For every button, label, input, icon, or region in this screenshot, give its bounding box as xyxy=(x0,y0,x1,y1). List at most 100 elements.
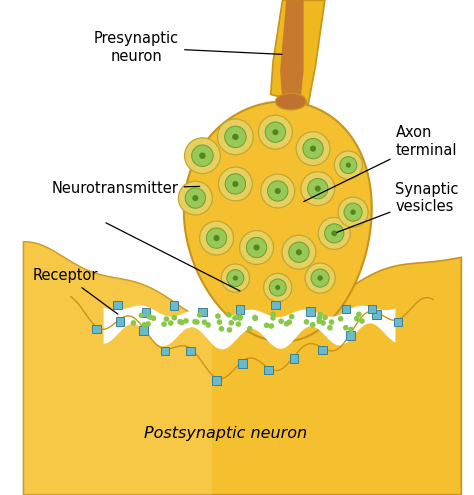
Circle shape xyxy=(247,326,253,332)
Circle shape xyxy=(215,313,221,319)
Circle shape xyxy=(268,323,274,329)
Circle shape xyxy=(232,134,238,140)
Circle shape xyxy=(246,237,267,258)
Circle shape xyxy=(348,327,354,332)
Circle shape xyxy=(331,231,337,236)
Circle shape xyxy=(227,270,244,287)
Circle shape xyxy=(308,179,328,199)
Polygon shape xyxy=(280,0,304,104)
Bar xyxy=(290,354,299,363)
Bar xyxy=(170,301,178,309)
Circle shape xyxy=(296,249,302,255)
Circle shape xyxy=(184,138,220,174)
Circle shape xyxy=(325,224,344,243)
Circle shape xyxy=(310,146,316,151)
Circle shape xyxy=(286,319,292,325)
Circle shape xyxy=(232,181,238,187)
Circle shape xyxy=(340,156,357,174)
Circle shape xyxy=(164,316,169,322)
Circle shape xyxy=(338,197,368,227)
Circle shape xyxy=(305,263,335,293)
Circle shape xyxy=(226,312,232,318)
Circle shape xyxy=(344,203,362,221)
Circle shape xyxy=(356,311,362,317)
Circle shape xyxy=(201,319,207,325)
Circle shape xyxy=(296,132,330,166)
Circle shape xyxy=(228,320,234,326)
Bar xyxy=(346,331,355,340)
Circle shape xyxy=(218,119,253,155)
Circle shape xyxy=(236,321,241,327)
Circle shape xyxy=(168,320,173,326)
Circle shape xyxy=(343,325,348,331)
Text: Presynaptic
neuron: Presynaptic neuron xyxy=(94,31,282,64)
Circle shape xyxy=(261,174,295,208)
Polygon shape xyxy=(271,0,325,104)
Bar xyxy=(271,301,280,309)
Circle shape xyxy=(317,315,322,321)
Bar xyxy=(238,359,246,368)
Circle shape xyxy=(275,188,281,194)
Bar xyxy=(373,310,381,319)
Circle shape xyxy=(177,319,183,325)
Circle shape xyxy=(205,322,211,328)
Circle shape xyxy=(318,275,323,281)
Circle shape xyxy=(240,231,273,264)
Bar xyxy=(236,305,244,314)
Circle shape xyxy=(227,327,232,333)
Circle shape xyxy=(235,314,240,320)
Circle shape xyxy=(304,319,309,325)
Circle shape xyxy=(172,315,177,320)
Circle shape xyxy=(328,319,334,325)
Circle shape xyxy=(265,122,285,143)
Text: Axon
terminal: Axon terminal xyxy=(304,125,457,201)
Circle shape xyxy=(310,322,316,328)
Circle shape xyxy=(273,129,278,135)
Circle shape xyxy=(221,264,249,292)
Circle shape xyxy=(338,316,344,322)
Circle shape xyxy=(254,245,260,250)
Circle shape xyxy=(289,314,294,319)
Circle shape xyxy=(303,139,323,159)
Circle shape xyxy=(269,279,286,296)
Bar xyxy=(264,366,273,374)
Bar xyxy=(307,307,315,316)
Circle shape xyxy=(206,228,227,248)
Circle shape xyxy=(192,319,198,324)
Bar xyxy=(368,304,376,313)
Polygon shape xyxy=(24,242,212,495)
Text: Synaptic
vesicles: Synaptic vesicles xyxy=(337,182,459,232)
Bar xyxy=(161,347,169,355)
Circle shape xyxy=(350,209,356,215)
Circle shape xyxy=(253,316,258,321)
Circle shape xyxy=(258,115,292,149)
Bar xyxy=(198,307,207,316)
Circle shape xyxy=(197,312,202,318)
Polygon shape xyxy=(24,242,461,495)
Circle shape xyxy=(346,162,351,168)
Bar xyxy=(116,317,124,326)
Bar xyxy=(342,305,350,313)
Text: Receptor: Receptor xyxy=(33,268,118,314)
Circle shape xyxy=(219,167,252,201)
Circle shape xyxy=(142,322,147,328)
Circle shape xyxy=(354,316,360,321)
Polygon shape xyxy=(103,305,395,349)
Bar xyxy=(92,325,101,334)
Circle shape xyxy=(191,145,213,166)
Circle shape xyxy=(284,321,289,327)
Circle shape xyxy=(270,315,276,321)
Ellipse shape xyxy=(275,94,306,110)
Circle shape xyxy=(318,217,350,249)
Circle shape xyxy=(179,320,185,325)
Circle shape xyxy=(185,188,206,208)
Circle shape xyxy=(270,311,276,317)
Circle shape xyxy=(317,318,322,324)
Circle shape xyxy=(233,276,238,281)
Circle shape xyxy=(264,323,269,328)
Circle shape xyxy=(192,195,199,201)
Circle shape xyxy=(282,235,316,269)
Circle shape xyxy=(151,315,156,321)
Circle shape xyxy=(320,320,326,326)
Circle shape xyxy=(237,315,243,321)
